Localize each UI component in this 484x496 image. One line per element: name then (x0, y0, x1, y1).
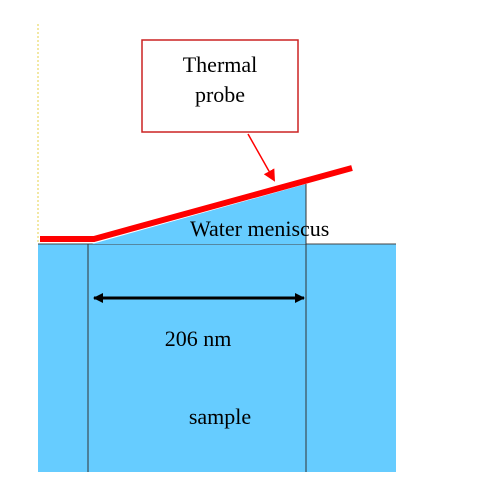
probe (40, 165, 353, 242)
width-label: 206 nm (165, 326, 232, 351)
meniscus (92, 184, 306, 244)
sample-block (38, 244, 396, 472)
probe-label: Thermal (183, 52, 258, 77)
meniscus-label: Water meniscus (190, 216, 329, 241)
probe-label: probe (195, 82, 245, 107)
probe-label-box (141, 39, 299, 133)
pointer-arrow (247, 133, 275, 182)
sample-label: sample (189, 404, 251, 429)
